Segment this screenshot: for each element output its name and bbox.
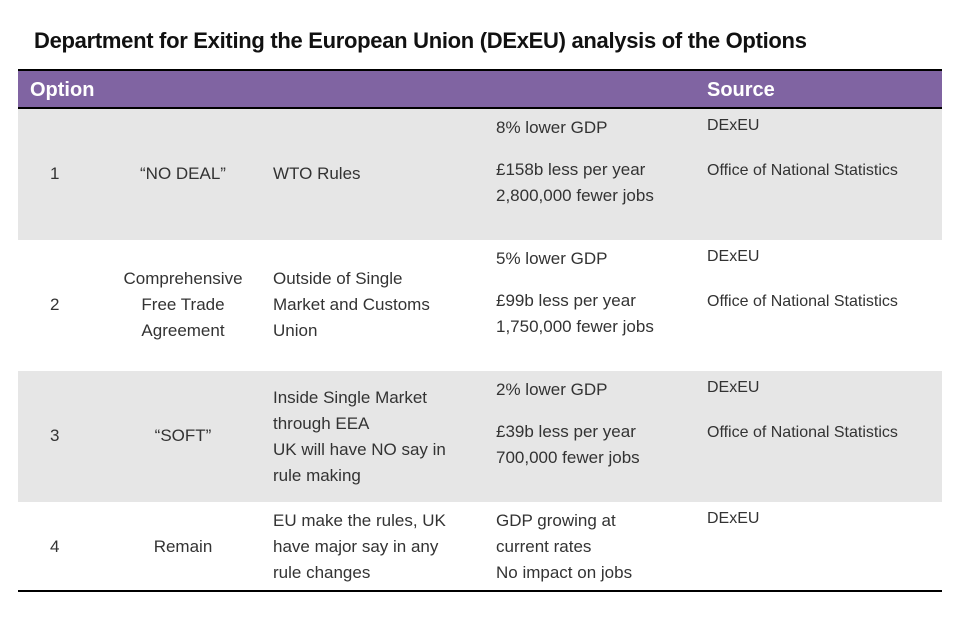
source-secondary: Office of National Statistics — [707, 162, 898, 179]
per-year-impact: £158b less per year — [496, 160, 646, 179]
gdp-impact: 8% lower GDP — [496, 118, 608, 137]
option-name-line: Agreement — [141, 321, 225, 340]
jobs-impact: 2,800,000 fewer jobs — [496, 186, 654, 205]
option-rules-line: Market and Customs — [273, 295, 430, 314]
jobs-impact: 1,750,000 fewer jobs — [496, 317, 654, 336]
source-primary: DExEU — [707, 510, 760, 527]
header-option: Option — [30, 79, 95, 101]
options-table: Option Source 1 “NO DEAL” WTO Rules 8% l… — [18, 69, 942, 592]
impact-line: GDP growing at — [496, 511, 616, 530]
jobs-impact: 700,000 fewer jobs — [496, 448, 640, 467]
source-secondary: Office of National Statistics — [707, 293, 898, 310]
option-number: 1 — [50, 164, 60, 183]
gdp-impact: 2% lower GDP — [496, 380, 608, 399]
option-rules-line: Outside of Single — [273, 269, 403, 288]
option-rules-line: Union — [273, 321, 318, 340]
header-source: Source — [707, 79, 775, 101]
option-rules-line: EU make the rules, UK — [273, 511, 446, 530]
option-rules-line: rule making — [273, 466, 361, 485]
option-rules: WTO Rules — [273, 161, 478, 187]
gdp-impact: 5% lower GDP — [496, 249, 608, 268]
impact-line: current rates — [496, 537, 592, 556]
option-rules-line: UK will have NO say in — [273, 440, 446, 459]
impact-summary: GDP growing at current rates No impact o… — [496, 508, 701, 586]
option-name: “SOFT” — [108, 423, 258, 449]
option-number: 3 — [50, 426, 60, 445]
option-rules-line: through EEA — [273, 414, 370, 433]
option-name-line: Comprehensive — [123, 269, 243, 288]
option-name: Remain — [108, 534, 258, 560]
table-row: 3 “SOFT” Inside Single Market through EE… — [18, 371, 942, 502]
page-title: Department for Exiting the European Unio… — [34, 28, 807, 53]
option-rules-line: Inside Single Market — [273, 388, 428, 407]
option-name-line: Remain — [153, 537, 213, 556]
option-rules: Outside of Single Market and Customs Uni… — [273, 266, 478, 344]
source-primary: DExEU — [707, 117, 760, 134]
source-primary: DExEU — [707, 379, 760, 396]
source-primary: DExEU — [707, 248, 760, 265]
option-name-line: “SOFT” — [154, 426, 212, 445]
impact-line: No impact on jobs — [496, 563, 633, 582]
option-rules-line: WTO Rules — [273, 164, 361, 183]
option-number: 2 — [50, 295, 60, 314]
option-name-line: Free Trade — [141, 295, 225, 314]
table-header: Option Source — [18, 69, 942, 109]
table-row: 2 Comprehensive Free Trade Agreement Out… — [18, 240, 942, 371]
option-rules: Inside Single Market through EEA UK will… — [273, 385, 478, 489]
per-year-impact: £39b less per year — [496, 422, 636, 441]
per-year-impact: £99b less per year — [496, 291, 636, 310]
option-name: Comprehensive Free Trade Agreement — [108, 266, 258, 344]
option-number: 4 — [50, 537, 60, 556]
option-rules: EU make the rules, UK have major say in … — [273, 508, 478, 586]
table-row: 1 “NO DEAL” WTO Rules 8% lower GDP £158b… — [18, 109, 942, 240]
option-name: “NO DEAL” — [108, 161, 258, 187]
option-rules-line: rule changes — [273, 563, 371, 582]
option-rules-line: have major say in any — [273, 537, 439, 556]
source-secondary: Office of National Statistics — [707, 424, 898, 441]
option-name-line: “NO DEAL” — [140, 164, 226, 183]
table-row: 4 Remain EU make the rules, UK have majo… — [18, 502, 942, 592]
